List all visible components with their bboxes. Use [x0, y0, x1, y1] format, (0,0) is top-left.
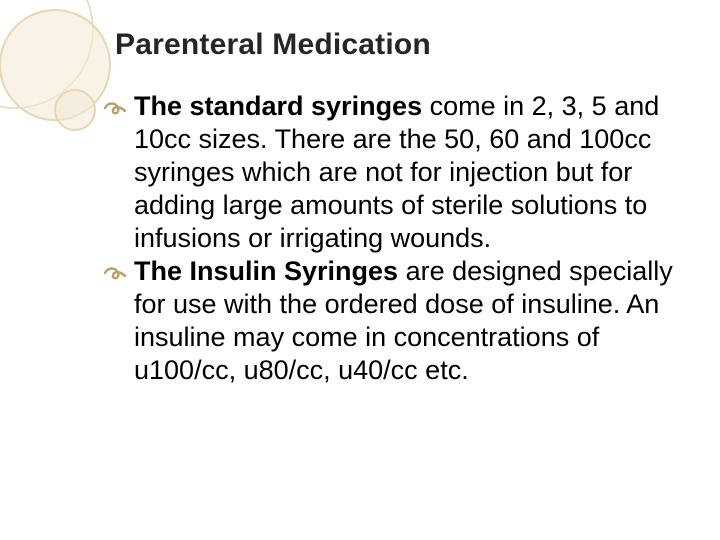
text-run-bold: The standard syringes	[134, 91, 422, 121]
bullet-icon	[102, 261, 128, 294]
bullet-text: The standard syringes come in 2, 3, 5 an…	[134, 90, 697, 255]
slide-body: The standard syringes come in 2, 3, 5 an…	[102, 90, 697, 387]
bullet-item: The Insulin Syringes are designed specia…	[102, 255, 697, 387]
bullet-text: The Insulin Syringes are designed specia…	[134, 255, 697, 387]
slide-title: Parenteral Medication	[115, 28, 431, 62]
text-run-bold: The Insulin Syringes	[134, 256, 398, 286]
bullet-item: The standard syringes come in 2, 3, 5 an…	[102, 90, 697, 255]
bullet-icon	[102, 96, 128, 129]
